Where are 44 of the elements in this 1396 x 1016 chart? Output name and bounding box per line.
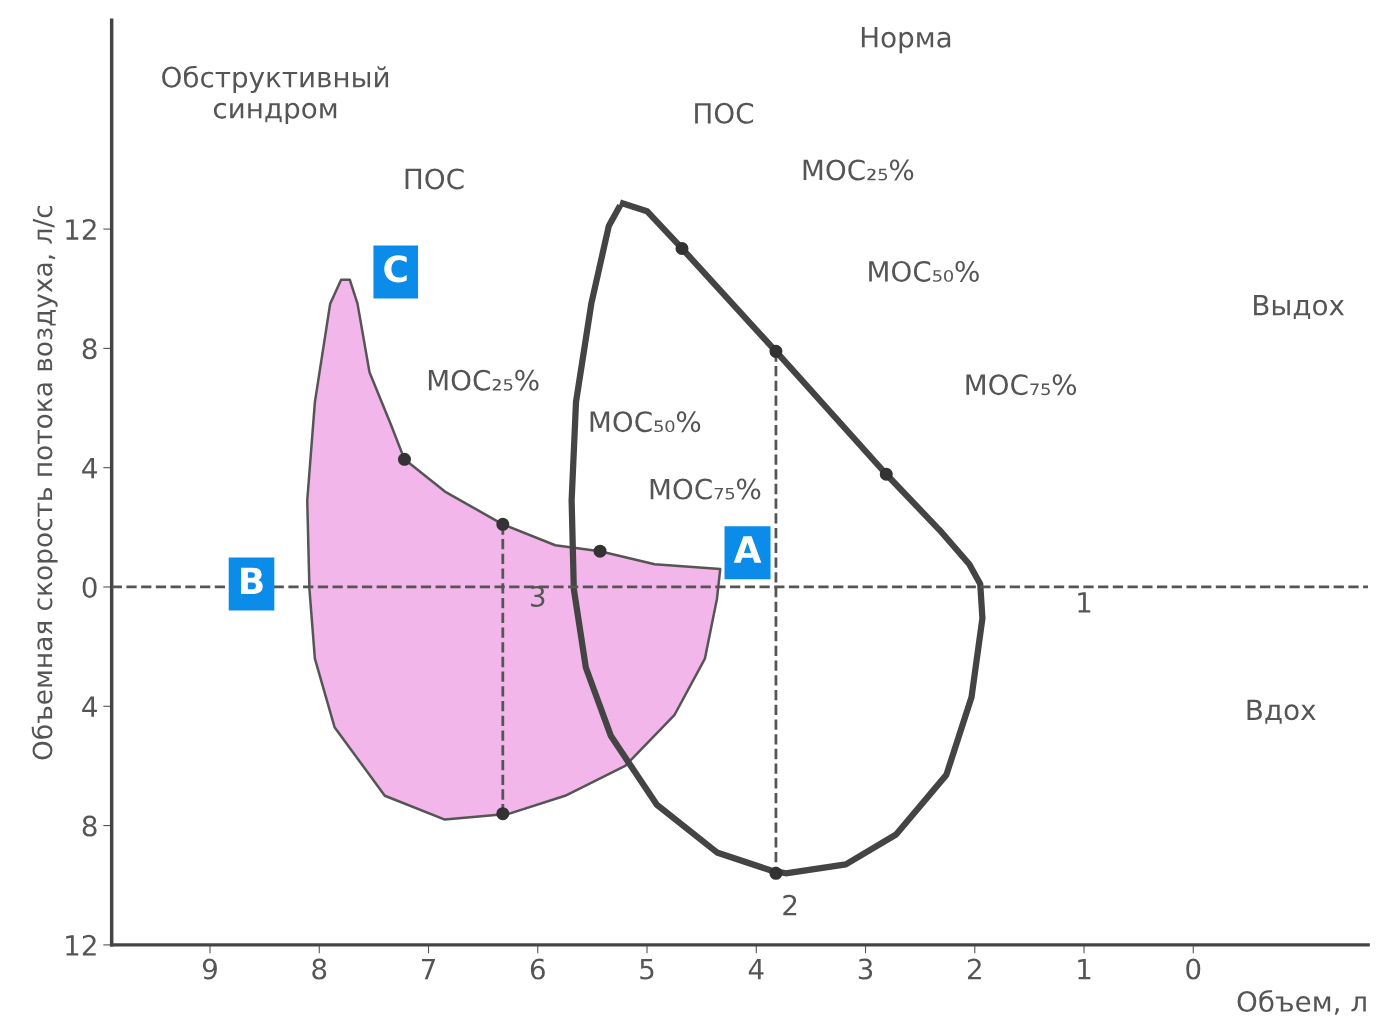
y-tick-label: 12 [66, 219, 96, 240]
point [769, 866, 783, 880]
annotation: Обструктивный синдром [162, 65, 389, 125]
y-axis-title: Объемная скорость потока воздуха, л/с [31, 205, 58, 760]
annotation: 1 [1078, 592, 1091, 613]
annotation: Выдох [1254, 294, 1345, 320]
annotation: МОС₇₅% [966, 374, 1077, 396]
y-tick-label: 4 [82, 696, 97, 717]
x-tick-label: 4 [748, 958, 764, 980]
annotation: МОС₇₅% [650, 478, 761, 500]
annotation: ПОС [695, 102, 754, 124]
y-tick-label: 4 [82, 457, 97, 479]
x-tick-label: 3 [858, 958, 873, 980]
x-tick-label: 2 [967, 958, 981, 980]
point [397, 452, 411, 466]
point [593, 544, 607, 558]
point [879, 467, 893, 481]
annotation: B [241, 567, 263, 594]
x-axis-title: Объем, л [1237, 990, 1366, 1015]
annotation: 2 [783, 894, 797, 916]
point [675, 241, 689, 255]
annotation: МОС₅₀% [869, 260, 979, 282]
y-tick-label: 0 [82, 576, 97, 598]
x-tick-label: 7 [421, 958, 435, 980]
annotation: МОС₅₀% [590, 411, 701, 433]
x-tick-label: 5 [640, 958, 654, 980]
y-tick-label: 12 [66, 934, 96, 956]
annotation: Вдох [1247, 699, 1316, 724]
annotation: ПОС [405, 168, 464, 190]
x-tick-label: 0 [1186, 958, 1201, 980]
y-tick-label: 8 [82, 338, 97, 360]
annotation: МОС₂₅% [803, 159, 914, 181]
annotation: C [384, 255, 407, 283]
point [769, 344, 783, 358]
x-tick-label: 6 [530, 958, 545, 980]
x-tick-label: 9 [202, 958, 217, 980]
x-tick-label: 8 [312, 958, 327, 980]
annotation: МОС₂₅% [428, 369, 539, 391]
point [496, 517, 510, 531]
point [496, 807, 510, 821]
annotation: A [733, 536, 762, 563]
annotation: Норма [861, 27, 951, 54]
x-tick-label: 1 [1078, 958, 1091, 980]
y-tick-label: 8 [82, 815, 97, 837]
